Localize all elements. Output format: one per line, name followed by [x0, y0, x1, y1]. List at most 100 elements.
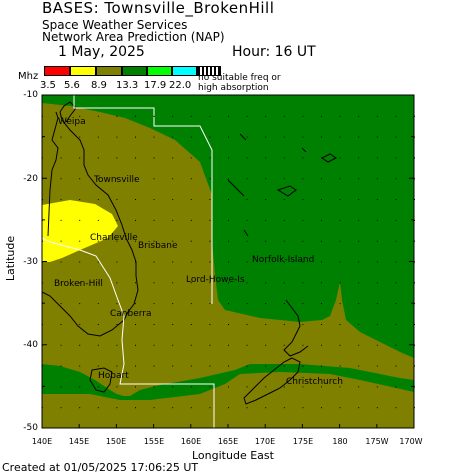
grid-dot: [265, 219, 267, 221]
grid-dot: [395, 219, 397, 221]
grid-dot: [190, 178, 192, 180]
grid-dot: [321, 365, 322, 367]
grid-dot: [209, 386, 211, 388]
new-zealand-coastline: [243, 299, 309, 405]
x-tick-label: 150E: [105, 437, 127, 446]
grid-dot: [116, 261, 118, 263]
grid-dot: [135, 178, 136, 180]
grid-dot: [358, 199, 360, 201]
grid-dot: [153, 323, 155, 325]
grid-dot: [358, 115, 360, 117]
legend-swatch-red: [44, 66, 70, 76]
grid-dot: [395, 323, 397, 325]
grid-dot: [135, 323, 136, 325]
grid-dot: [321, 386, 322, 388]
grid-dot: [228, 303, 229, 305]
grid-dot: [79, 240, 81, 242]
city-weipa: Weipa: [58, 117, 86, 127]
grid-dot: [376, 323, 378, 325]
grid-dot: [135, 219, 136, 221]
grid-dot: [135, 240, 136, 242]
city-christchurch: Christchurch: [286, 377, 343, 387]
grid-dot: [172, 323, 174, 325]
grid-dot: [116, 178, 118, 180]
grid-dot: [265, 323, 267, 325]
legend-value: 8.9: [91, 80, 107, 91]
grid-dot: [135, 136, 136, 138]
grid-dot: [97, 261, 99, 263]
grid-dot: [79, 219, 81, 221]
grid-dot: [302, 303, 304, 305]
grid-dot: [79, 199, 81, 201]
city-canberra: Canberra: [110, 309, 152, 319]
grid-dot: [358, 136, 360, 138]
grid-dot: [358, 240, 360, 242]
grid-dot: [172, 407, 174, 409]
grid-dot: [79, 178, 81, 180]
grid-dot: [60, 219, 62, 221]
grid-dot: [97, 282, 99, 284]
grid-dot: [283, 261, 285, 263]
grid-dot: [265, 386, 267, 388]
grid-dot: [97, 157, 99, 159]
map-title: BASES: Townsville_BrokenHill: [42, 0, 275, 17]
grid-dot: [395, 157, 397, 159]
grid-dot: [358, 282, 360, 284]
grid-dot: [97, 365, 99, 367]
grid-dot: [321, 157, 322, 159]
grid-dot: [190, 407, 192, 409]
y-tick-label: -20: [23, 174, 38, 184]
grid-dot: [376, 282, 378, 284]
olive-zone-south: [42, 370, 414, 428]
grid-dot: [228, 323, 229, 325]
grid-dot: [395, 178, 397, 180]
grid-dot: [395, 115, 397, 117]
city-brisbane: Brisbane: [138, 241, 178, 251]
grid-dot: [79, 303, 81, 305]
grid-dot: [97, 240, 99, 242]
grid-dot: [153, 178, 155, 180]
grid-dot: [321, 178, 322, 180]
grid-dot: [97, 303, 99, 305]
legend-swatch-yellow: [70, 66, 96, 76]
grid-dot: [302, 157, 304, 159]
y-tick-label: -40: [23, 340, 38, 350]
grid-dot: [116, 199, 118, 201]
grid-dot: [246, 199, 248, 201]
city-lord-howe-island: Lord-Howe-Is: [186, 275, 245, 285]
grid-dot: [376, 136, 378, 138]
grid-dot: [302, 136, 304, 138]
grid-dot: [339, 157, 341, 159]
grid-dot: [265, 240, 267, 242]
grid-dot: [339, 240, 341, 242]
grid-dot: [321, 303, 322, 305]
grid-dot: [190, 199, 192, 201]
city-norfolk-island: Norfolk-Island: [252, 255, 314, 265]
olive-zone: [42, 103, 414, 396]
grid-dot: [246, 323, 248, 325]
grid-dot: [79, 157, 81, 159]
grid-dot: [265, 261, 267, 263]
grid-dot: [135, 365, 136, 367]
legend-swatch-green: [122, 66, 147, 76]
grid-dot: [97, 115, 99, 117]
grid-dot: [172, 136, 174, 138]
grid-dot: [321, 240, 322, 242]
grid-dot: [283, 344, 285, 346]
grid-dot: [376, 303, 378, 305]
grid-dot: [265, 115, 267, 117]
grid-dot: [153, 261, 155, 263]
x-tick-label: 180: [332, 437, 348, 446]
grid-dot: [209, 199, 211, 201]
grid-dot: [283, 303, 285, 305]
city-charleville: Charleville: [90, 233, 138, 243]
grid-dot: [172, 157, 174, 159]
grid-dot: [60, 240, 62, 242]
y-tick-label: -50: [23, 423, 38, 433]
grid-dot: [246, 344, 248, 346]
x-tick-label: 175W: [365, 437, 389, 446]
x-tick-label: 175E: [292, 437, 314, 446]
grid-dot: [321, 344, 322, 346]
grid-dot: [116, 219, 118, 221]
grid-dot: [116, 115, 118, 117]
